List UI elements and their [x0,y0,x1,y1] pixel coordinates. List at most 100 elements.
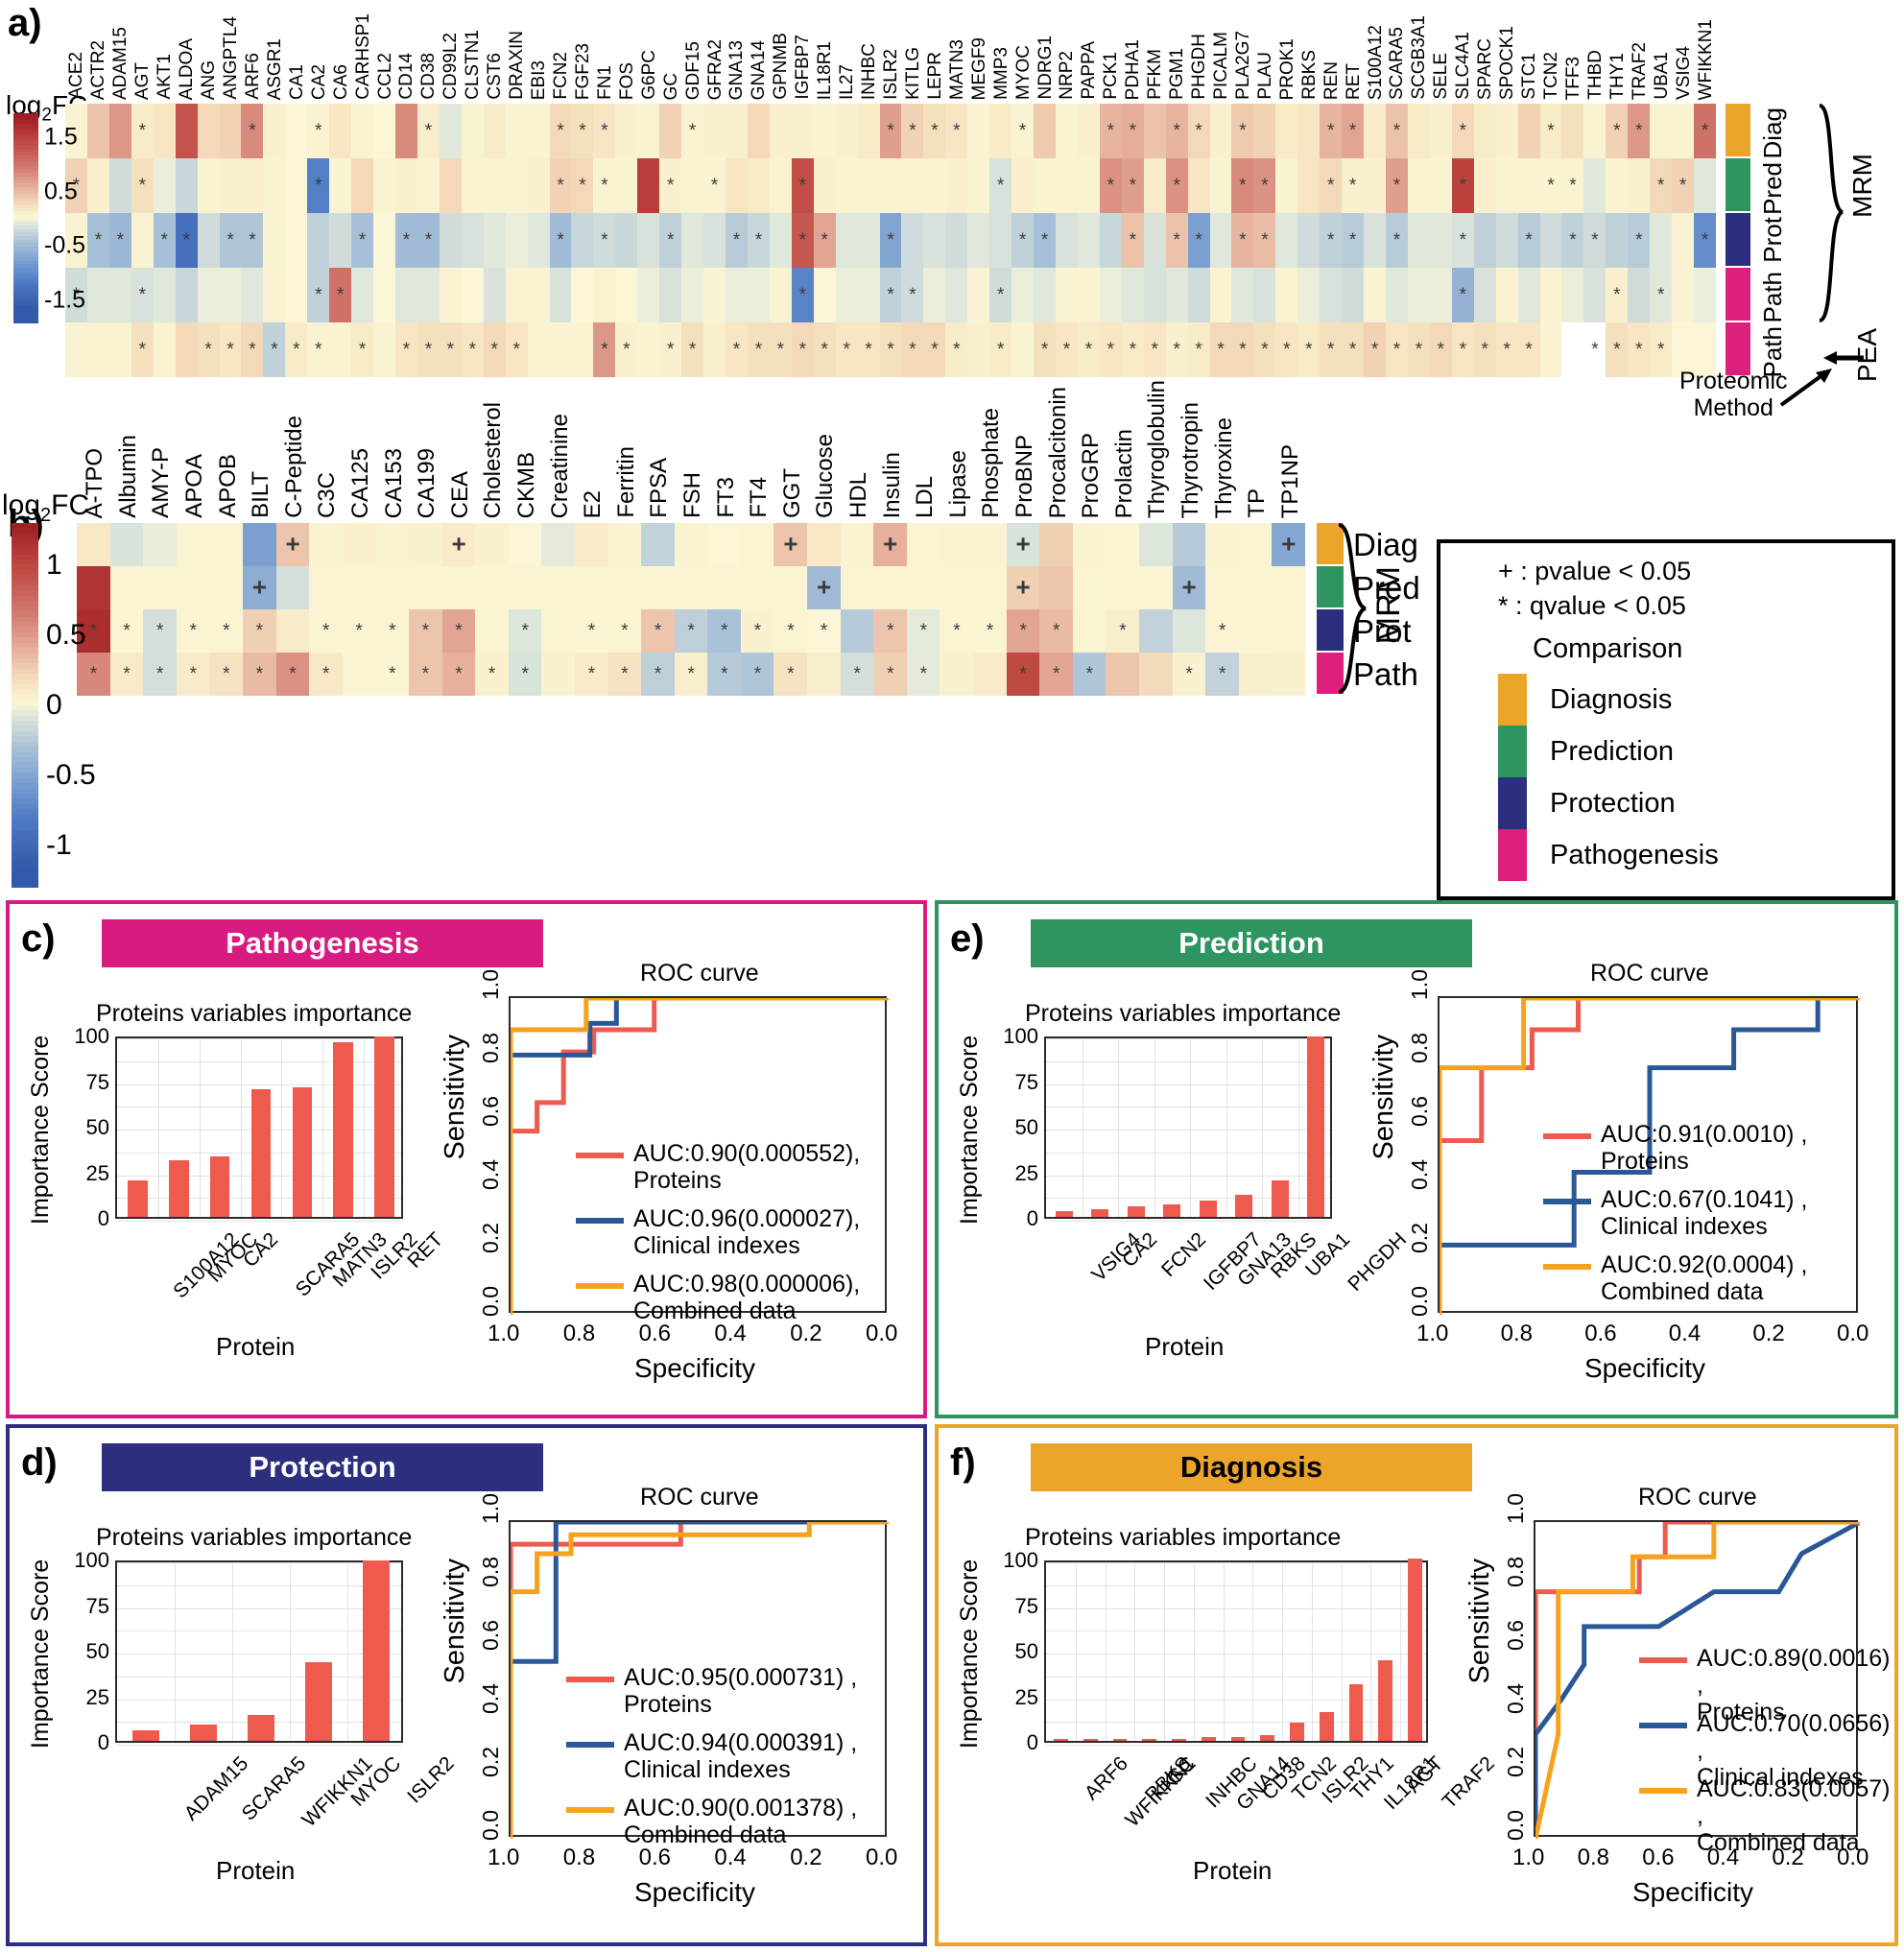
colorbar-segment [13,123,38,128]
heatmap-cell [549,322,572,377]
panel-title: Diagnosis [1179,1450,1323,1484]
heatmap-cell [541,523,576,566]
roc-x-tick: 1.0 [488,1845,520,1870]
colorbar-segment [12,549,38,555]
auc-series-name: Combined data [1697,1829,1860,1856]
significance-star: * [753,620,762,641]
auc-legend-text: AUC:0.96(0.000027), Clinical indexes [633,1205,860,1259]
panel-a-protein-label: WFIKKN1 [1695,18,1716,100]
heatmap-cell: * [1386,104,1408,158]
significance-star: * [1348,339,1357,360]
panel-b-marker-label: FT4 [746,477,773,518]
colorbar-segment [12,585,38,591]
significance-star: * [1392,175,1401,196]
panel-b-marker-label: Thyroglobulin [1144,379,1171,518]
heatmap-cell: * [351,213,374,268]
roc-y-tick: 1.0 [478,969,503,1000]
heatmap-cell [774,566,808,609]
significance-star: * [468,339,476,360]
colorbar-segment [12,637,38,643]
roc-curve [1440,998,1860,1315]
colorbar-segment [12,700,38,705]
heatmap-cell [945,158,968,213]
heatmap-cell [373,104,396,158]
panel-b-marker-label: BILT [248,471,274,518]
roc-y-tick: 1.0 [1407,969,1432,1000]
heatmap-cell [505,268,528,322]
bar [128,1180,148,1217]
panel-a-protein-label: TCN2 [1541,52,1561,100]
panel-a-comparison-color [1726,104,1750,156]
colorbar-segment [13,309,38,314]
significance-star: * [1040,229,1049,250]
colorbar-segment [12,721,38,726]
heatmap-cell: * [774,653,808,696]
heatmap-cell: * [108,213,131,268]
roc-x-tick: 0.4 [714,1845,747,1870]
significance-star: * [1305,339,1313,360]
bar [1163,1203,1181,1217]
heatmap-cell [439,213,462,268]
heatmap-cell: * [1165,104,1188,158]
heatmap-cell: * [549,213,572,268]
colorbar-segment [13,298,38,303]
colorbar-segment [13,133,38,138]
roc-title: ROC curve [640,960,759,987]
colorbar-segment [12,559,38,565]
heatmap-cell [740,566,774,609]
heatmap-cell [175,268,198,322]
gridline [281,1038,283,1217]
heatmap-cell: * [1342,213,1365,268]
panel-a-protein-label: THBD [1584,50,1606,100]
roc-y-tick: 0.2 [1503,1747,1528,1777]
gridline [1134,1562,1136,1741]
heatmap-cell [813,104,836,158]
heatmap-cell [1561,268,1584,322]
panel-b-row-label: Diag [1353,527,1418,562]
heatmap-cell: * [416,322,440,377]
heatmap-cell [375,523,410,566]
heatmap-cell [109,523,144,566]
significance-star: * [1084,339,1093,360]
heatmap-cell: * [769,322,792,377]
heatmap-cell: * [342,609,376,653]
heatmap-cell [1231,268,1254,322]
heatmap-cell [901,213,924,268]
panel-a-protein-label: PCK1 [1101,52,1122,100]
heatmap-cell [641,523,676,566]
panel-a-protein-label: MEGF9 [968,36,989,100]
colorbar-segment [13,179,38,184]
heatmap-cell [527,213,550,268]
auc-value: AUC:0.67(0.1041) , [1601,1186,1808,1213]
bar-y-tick: 75 [1014,1593,1038,1618]
heatmap-cell [703,104,726,158]
legend-item: Prediction [1498,726,1719,777]
heatmap-cell [1473,213,1496,268]
heatmap-cell [1056,268,1078,322]
heatmap-cell: * [1012,104,1035,158]
heatmap-cell [153,322,176,377]
gridline [1046,1130,1330,1131]
significance-star: * [1283,339,1291,360]
heatmap-cell: * [1517,213,1540,268]
panel-b-colorbar-tick: 0 [46,689,62,721]
heatmap-cell [835,213,858,268]
significance-star: * [953,620,961,641]
significance-star: * [687,663,695,684]
panel-a-protein-label: IL18R1 [815,40,836,100]
colorbar-segment [13,190,38,195]
heatmap-cell [857,158,880,213]
heatmap-cell [1077,213,1100,268]
roc-curves [1440,998,1860,1315]
heatmap-cell [1172,523,1206,566]
heatmap-cell: + [1272,523,1306,566]
heatmap-cell [1429,158,1452,213]
colorbar-segment [13,169,38,174]
colorbar-segment [12,538,38,544]
significance-star: * [116,229,125,250]
panel-title: Pathogenesis [226,926,419,960]
colorbar-segment [13,152,38,155]
heatmap-cell: * [242,609,276,653]
significance-star: * [138,120,146,141]
heatmap-cell [989,104,1012,158]
